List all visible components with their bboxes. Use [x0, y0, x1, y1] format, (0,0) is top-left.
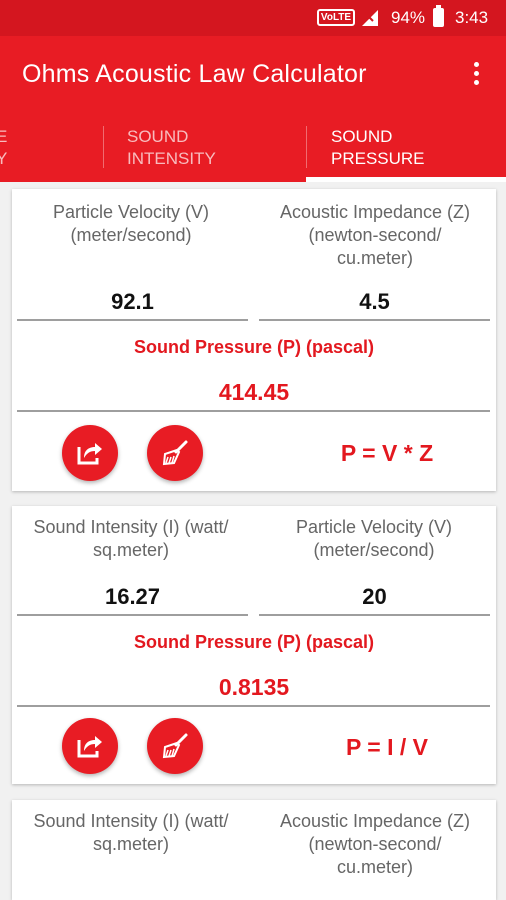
tab-partial[interactable]: E Y	[0, 126, 7, 170]
app-toolbar: Ohms Acoustic Law Calculator	[0, 36, 506, 114]
formula-text: P = I / V	[345, 734, 429, 760]
share-button[interactable]	[62, 718, 118, 774]
tab-sound-intensity-label: SOUND INTENSITY	[127, 127, 216, 168]
app-title: Ohms Acoustic Law Calculator	[22, 60, 367, 88]
particle-velocity-label: Particle Velocity (V) (meter/second)	[52, 202, 210, 245]
battery-percent: 94%	[391, 8, 426, 27]
tab-bar: E Y SOUND INTENSITY SOUND PRESSURE	[0, 114, 506, 182]
signal-icon	[362, 10, 378, 26]
input-underline	[17, 614, 248, 616]
particle-velocity-input[interactable]: 20	[362, 584, 387, 609]
clear-button[interactable]	[147, 425, 203, 481]
sound-intensity-label: Sound Intensity (I) (watt/ sq.meter)	[33, 517, 229, 560]
battery-icon	[433, 5, 444, 27]
calc-card-i-z: Sound Intensity (I) (watt/ sq.meter) Aco…	[12, 800, 496, 900]
formula-text: P = V * Z	[340, 440, 434, 466]
broom-icon	[162, 733, 188, 759]
tab-sound-pressure[interactable]: SOUND PRESSURE	[331, 126, 425, 170]
more-vert-icon[interactable]	[466, 56, 486, 92]
calc-card-i-v: Sound Intensity (I) (watt/ sq.meter) Par…	[12, 506, 496, 784]
clear-button[interactable]	[147, 718, 203, 774]
tab-sound-intensity[interactable]: SOUND INTENSITY	[127, 126, 216, 170]
share-icon	[77, 443, 102, 465]
particle-velocity-label: Particle Velocity (V) (meter/second)	[295, 517, 453, 560]
input-underline	[17, 319, 248, 321]
tab-divider	[306, 126, 307, 168]
broom-icon	[162, 440, 188, 466]
status-bar: VoLTE 94% 3:43	[0, 0, 506, 36]
acoustic-impedance-label: Acoustic Impedance (Z) (newton-second/ c…	[279, 811, 471, 877]
result-underline	[17, 705, 490, 707]
sound-pressure-result: 414.45	[218, 379, 290, 405]
sound-intensity-input[interactable]: 16.27	[104, 584, 161, 609]
input-underline	[259, 614, 490, 616]
share-icon	[77, 736, 102, 758]
share-button[interactable]	[62, 425, 118, 481]
result-underline	[17, 410, 490, 412]
particle-velocity-input[interactable]: 92.1	[111, 289, 154, 314]
volte-badge: VoLTE	[317, 9, 355, 26]
input-underline	[259, 319, 490, 321]
sound-pressure-label: Sound Pressure (P) (pascal)	[133, 337, 375, 357]
acoustic-impedance-label: Acoustic Impedance (Z) (newton-second/ c…	[279, 202, 471, 268]
tab-indicator	[306, 177, 506, 182]
tab-divider	[103, 126, 104, 168]
sound-intensity-label: Sound Intensity (I) (watt/ sq.meter)	[33, 811, 229, 854]
acoustic-impedance-input[interactable]: 4.5	[359, 289, 390, 314]
clock: 3:43	[455, 8, 489, 27]
calc-card-pv-z: Particle Velocity (V) (meter/second) Aco…	[12, 189, 496, 491]
tab-partial-label: E Y	[0, 127, 8, 168]
sound-pressure-label: Sound Pressure (P) (pascal)	[133, 632, 375, 652]
tab-sound-pressure-label: SOUND PRESSURE	[331, 127, 425, 168]
sound-pressure-result: 0.8135	[218, 674, 290, 700]
